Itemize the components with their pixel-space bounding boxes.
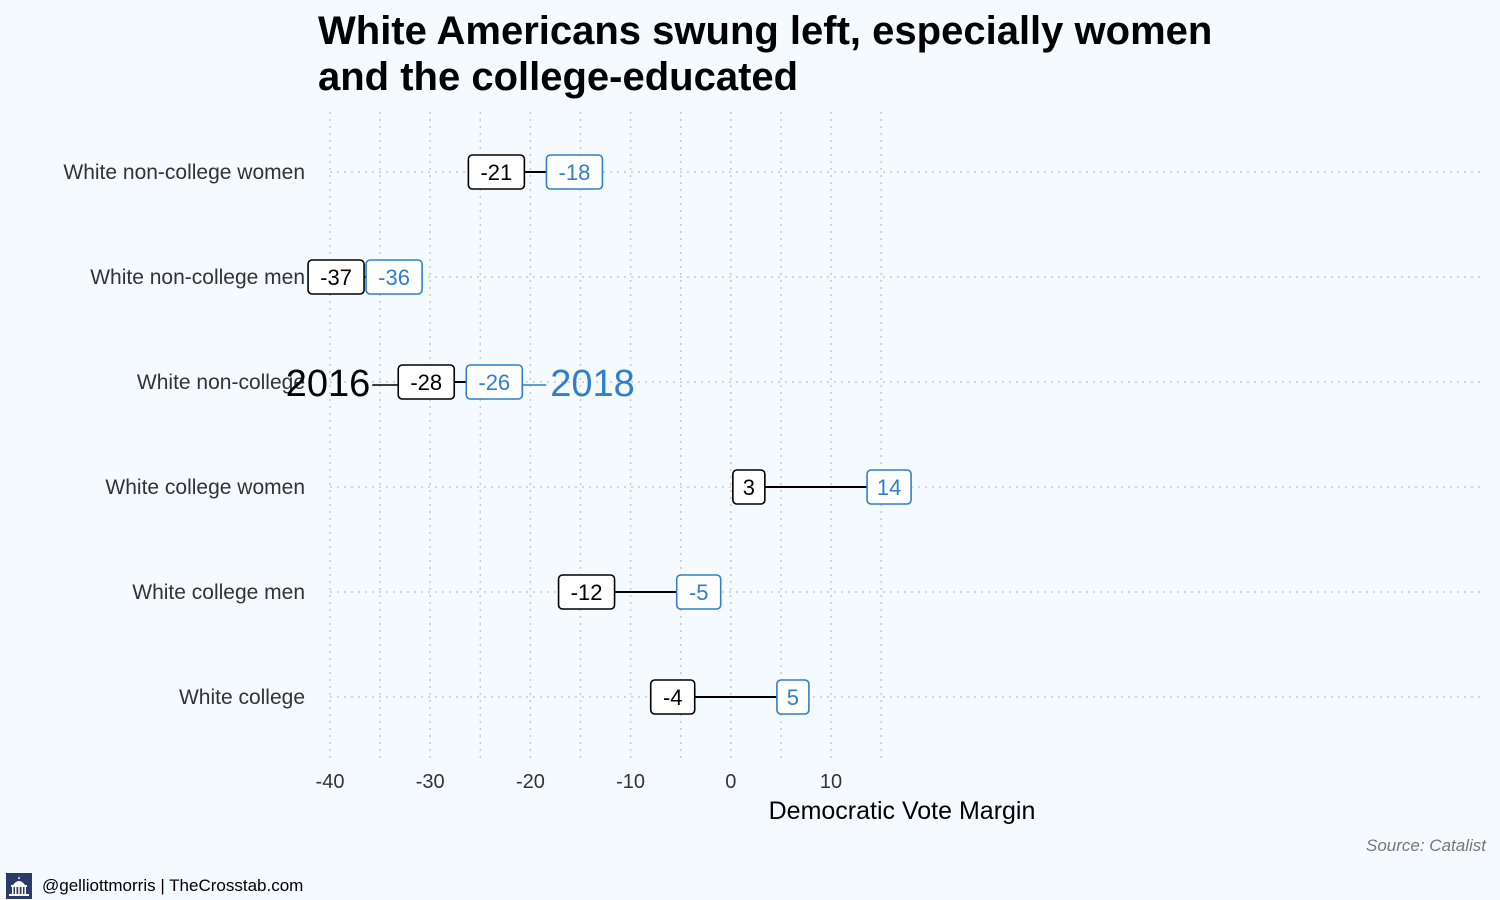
category-label: White college [179, 686, 305, 709]
data-label-2016: -28 [410, 370, 442, 395]
legend-label-2018: 2018 [550, 363, 635, 405]
x-tick-label: -30 [416, 771, 445, 793]
chart-title: White Americans swung left, especially w… [318, 8, 1318, 100]
capitol-icon [6, 873, 32, 899]
footer-credit: @gelliottmorris | TheCrosstab.com [42, 876, 304, 895]
data-label-2016: 3 [743, 475, 755, 500]
data-label-2016: -21 [480, 160, 512, 185]
x-tick-label: -20 [516, 771, 545, 793]
category-label: White non-college women [63, 161, 305, 184]
x-tick-label: -10 [616, 771, 645, 793]
data-label-2016: -37 [320, 265, 352, 290]
data-label-2016-box [397, 364, 456, 400]
data-label-2018: -5 [689, 580, 709, 605]
category-label: White non-college [137, 371, 305, 394]
data-label-2016: -4 [663, 685, 683, 710]
category-label: White college men [132, 581, 305, 604]
x-tick-label: 0 [725, 771, 736, 793]
data-label-2016-box [732, 469, 766, 505]
data-label-2016: -12 [571, 580, 603, 605]
data-label-2018: 5 [787, 685, 799, 710]
data-label-2018: 14 [877, 475, 901, 500]
data-label-2018-box [365, 259, 423, 295]
data-label-2018: -36 [378, 265, 410, 290]
data-label-2018-box [465, 364, 524, 400]
data-label-2016-box [557, 574, 616, 610]
data-label-2018-box [866, 469, 912, 505]
data-label-2018-box [675, 574, 722, 610]
category-label: White non-college men [90, 266, 305, 289]
data-label-2018: -26 [478, 370, 510, 395]
data-label-2016-box [467, 154, 526, 190]
source-note: Source: Catalist [1366, 836, 1486, 855]
data-label-2016-box [307, 259, 365, 295]
category-label: White college women [105, 476, 305, 499]
data-label-2016-box [649, 679, 696, 715]
chart-title-line-1: White Americans swung left, especially w… [318, 9, 1213, 53]
footer: @gelliottmorris | TheCrosstab.com [6, 873, 303, 899]
x-tick-label: -40 [316, 771, 345, 793]
data-label-2018: -18 [559, 160, 591, 185]
x-tick-label: 10 [820, 771, 842, 793]
data-label-2018-box [776, 679, 810, 715]
x-axis-label: Democratic Vote Margin [769, 797, 1036, 825]
data-label-2018-box [545, 154, 604, 190]
chart-title-line-2: and the college-educated [318, 55, 799, 99]
legend-label-2016: 2016 [286, 363, 371, 405]
